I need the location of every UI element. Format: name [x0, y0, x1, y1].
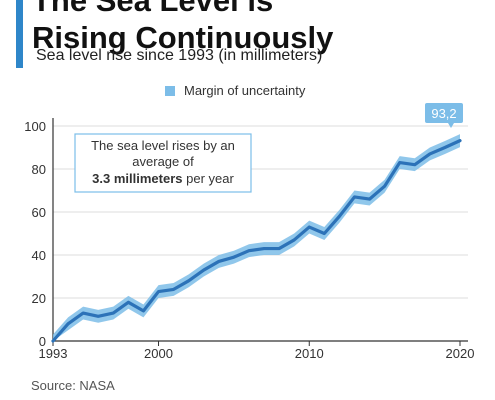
data-point-2019 — [444, 146, 446, 149]
annotation-rest: per year — [183, 171, 235, 186]
y-tick-label-80: 80 — [32, 162, 46, 177]
legend: Margin of uncertainty — [165, 83, 305, 98]
legend-label-uncertainty: Margin of uncertainty — [184, 83, 306, 98]
data-point-1993 — [52, 340, 54, 342]
y-tick-label-0: 0 — [39, 334, 46, 349]
title-accent-bar — [16, 0, 23, 68]
chart-title: The Sea Level is Rising Continuously — [32, 0, 334, 55]
data-point-1999 — [142, 310, 145, 312]
sea-level-line — [51, 139, 462, 343]
data-point-2009 — [293, 239, 295, 241]
data-point-2012 — [338, 215, 341, 217]
data-point-2017 — [414, 164, 416, 166]
data-point-2018 — [429, 153, 431, 155]
uncertainty-band — [53, 134, 460, 341]
x-tick-label-2020: 2020 — [446, 346, 475, 361]
y-tick-label-20: 20 — [32, 291, 46, 306]
annotation-bold-value: 3.3 millimeters — [92, 171, 182, 186]
data-point-1994 — [67, 323, 69, 325]
data-point-2002 — [188, 280, 190, 282]
data-point-2013 — [353, 196, 356, 198]
data-point-1995 — [82, 312, 84, 314]
data-point-2000 — [157, 290, 160, 293]
annotation-box — [74, 133, 252, 193]
data-point-2004 — [218, 260, 220, 263]
data-point-2014 — [368, 198, 371, 200]
data-point-2003 — [203, 269, 205, 271]
data-point-2011 — [323, 232, 325, 235]
data-point-2010 — [308, 226, 310, 228]
chart-subtitle: Sea level rise since 1993 (in millimeter… — [36, 47, 323, 64]
legend-swatch-uncertainty — [165, 85, 175, 96]
data-point-1998 — [127, 301, 129, 303]
data-point-2006 — [248, 250, 250, 252]
x-tick-label-2010: 2010 — [295, 346, 324, 361]
y-tick-label-100: 100 — [24, 119, 46, 134]
annotation-line-1: The sea level rises by an — [91, 138, 235, 153]
y-tick-label-40: 40 — [32, 248, 46, 263]
end-value-label-box — [425, 103, 463, 123]
y-tick-label-60: 60 — [32, 205, 46, 220]
data-point-2007 — [263, 247, 265, 250]
source-note: Source: NASA — [31, 378, 115, 393]
annotation-line-2: average of — [132, 154, 194, 169]
data-point-2001 — [172, 288, 175, 290]
annotation-line-3: 3.3 millimeters per year — [92, 171, 234, 186]
data-point-1996 — [97, 315, 99, 317]
x-tick-label-2000: 2000 — [144, 346, 173, 361]
end-value-label-pointer — [448, 123, 454, 128]
data-point-2020 — [459, 140, 461, 142]
x-tick-label-1993: 1993 — [39, 346, 68, 361]
data-point-2008 — [278, 247, 280, 250]
data-point-2016 — [399, 161, 401, 164]
end-value-label: 93,2 — [431, 106, 456, 121]
data-point-2015 — [384, 185, 386, 187]
data-point-2005 — [233, 256, 235, 258]
data-point-1997 — [112, 312, 114, 314]
